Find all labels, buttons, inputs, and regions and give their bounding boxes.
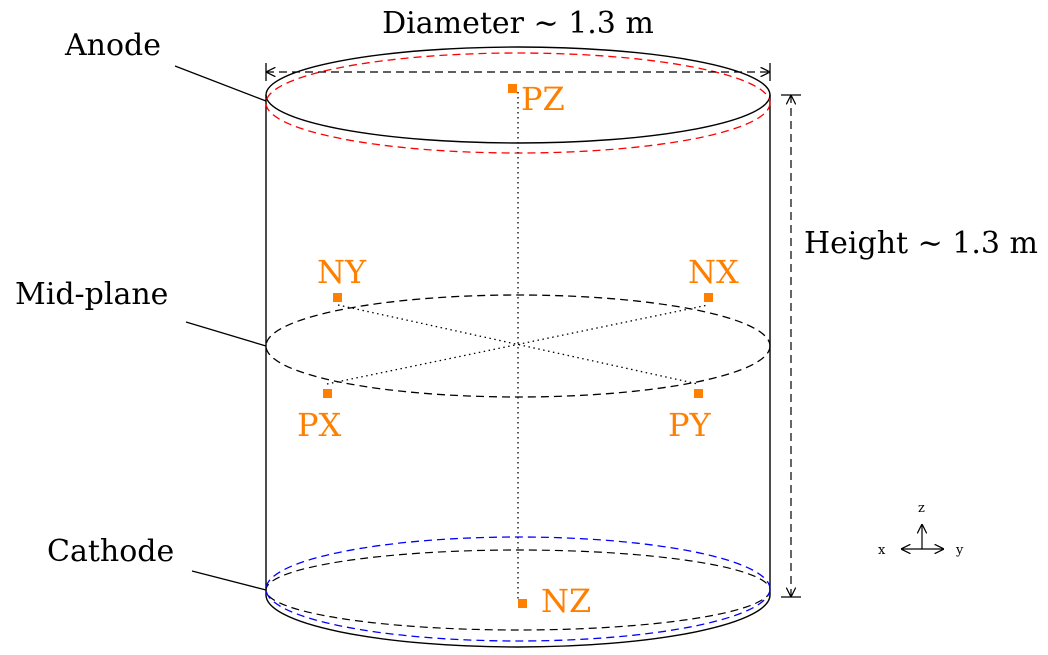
diagonal-ny-py-dotted bbox=[337, 304, 699, 385]
sensor-label-px: PX bbox=[297, 406, 342, 444]
mid-plane-ellipse bbox=[265, 294, 771, 398]
sensor-label-nx: NX bbox=[688, 253, 739, 291]
diameter-label: Diameter ∼ 1.3 m bbox=[382, 6, 654, 41]
sensor-label-ny: NY bbox=[317, 253, 367, 291]
mid-plane-leader-line bbox=[185, 321, 267, 347]
sensor-label-pz: PZ bbox=[521, 80, 565, 118]
mid-plane-label: Mid-plane bbox=[15, 277, 168, 312]
top-ellipse bbox=[265, 46, 771, 144]
axis-y-label: y bbox=[955, 543, 964, 558]
sensor-marker-px bbox=[323, 389, 332, 398]
sensor-marker-ny bbox=[333, 293, 342, 302]
anode-leader-line bbox=[174, 65, 267, 102]
height-label: Height ∼ 1.3 m bbox=[804, 226, 1038, 261]
sensor-marker-py bbox=[694, 389, 703, 398]
sensor-marker-nx bbox=[704, 293, 713, 302]
cathode-label: Cathode bbox=[47, 534, 174, 569]
sensor-marker-nz bbox=[518, 599, 527, 608]
axis-indicator: z x y bbox=[878, 501, 964, 558]
axis-x-label: x bbox=[878, 543, 886, 558]
sensor-label-nz: NZ bbox=[541, 582, 591, 620]
sensor-marker-pz bbox=[508, 84, 517, 93]
bottom-ellipse-front bbox=[265, 594, 771, 648]
axis-z-label: z bbox=[918, 501, 925, 516]
sensor-label-py: PY bbox=[668, 406, 712, 444]
anode-label: Anode bbox=[64, 28, 161, 63]
cathode-leader-line bbox=[191, 570, 267, 591]
